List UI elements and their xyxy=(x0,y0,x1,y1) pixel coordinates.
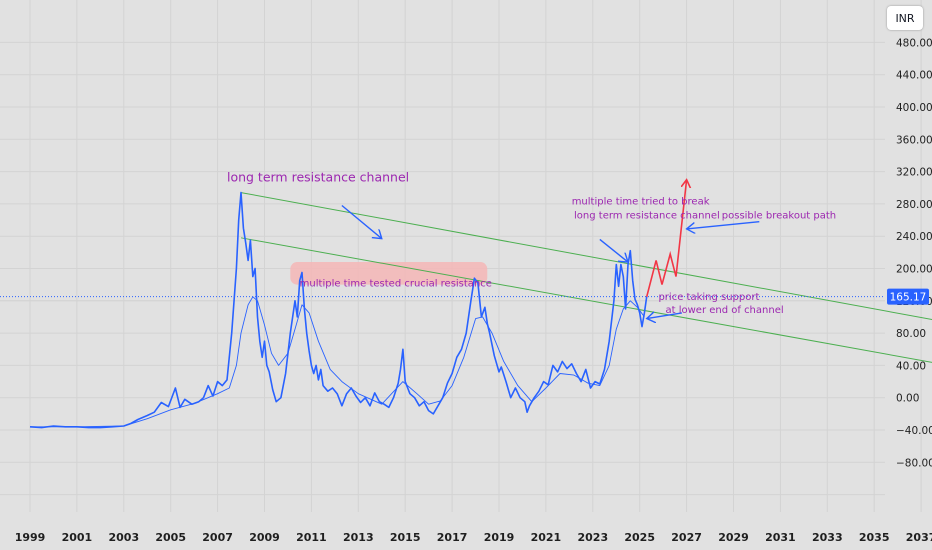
x-tick-label: 2025 xyxy=(624,531,655,544)
x-tick-label: 2007 xyxy=(202,531,233,544)
x-tick-label: 2015 xyxy=(390,531,421,544)
x-tick-label: 2023 xyxy=(577,531,608,544)
x-tick-label: 2031 xyxy=(765,531,796,544)
y-tick-label: 480.00 xyxy=(896,37,932,49)
channel-layer xyxy=(0,192,932,365)
x-tick-label: 2017 xyxy=(437,531,468,544)
annotation-arrow[interactable] xyxy=(687,220,760,229)
y-tick-label: 80.00 xyxy=(896,328,926,340)
x-tick-label: 1999 xyxy=(15,531,46,544)
x-tick-label: 2013 xyxy=(343,531,374,544)
x-tick-label: 2027 xyxy=(671,531,702,544)
currency-badge[interactable]: INR xyxy=(887,6,923,30)
y-tick-label: −40.00 xyxy=(896,425,932,437)
annotation-layer: long term resistance channel multiple tim… xyxy=(227,169,836,318)
annotation-text: multiple time tried to break xyxy=(572,197,710,208)
channel-lower-line[interactable] xyxy=(240,237,932,365)
annotation-text: possible breakout path xyxy=(722,210,836,221)
y-tick-label: 400.00 xyxy=(896,102,932,114)
x-tick-label: 2035 xyxy=(859,531,890,544)
axis-layer: 480.00 440.00 400.00 360.00 320.00 280.00 240.… xyxy=(15,37,932,544)
annotation-arrow[interactable] xyxy=(599,238,628,262)
y-tick-label: 200.00 xyxy=(896,264,932,276)
x-tick-label: 2001 xyxy=(62,531,93,544)
x-tick-label: 2019 xyxy=(484,531,515,544)
x-tick-label: 2011 xyxy=(296,531,327,544)
current-price-badge xyxy=(887,288,929,305)
x-tick-label: 2033 xyxy=(812,531,843,544)
y-tick-label: 440.00 xyxy=(896,70,932,82)
annotation-arrow[interactable] xyxy=(647,313,683,319)
y-tick-label: 320.00 xyxy=(896,167,932,179)
y-tick-label: 360.00 xyxy=(896,134,932,146)
y-tick-label: 0.00 xyxy=(896,393,919,405)
highlight-zone-layer xyxy=(290,262,488,285)
y-tick-label: 280.00 xyxy=(896,199,932,211)
current-price-label: 165.17 xyxy=(890,292,927,304)
breakout-path-arrow[interactable] xyxy=(645,180,687,298)
moving-average-line[interactable] xyxy=(30,296,645,428)
annotation-text: long term resistance channel xyxy=(574,210,720,221)
x-tick-label: 2009 xyxy=(249,531,280,544)
resistance-highlight-zone xyxy=(290,262,488,285)
channel-upper-line[interactable] xyxy=(240,192,932,322)
annotation-text: price taking support xyxy=(658,292,759,303)
grid xyxy=(0,0,922,512)
series-layer xyxy=(29,191,648,429)
annotation-text: multiple time tested crucial resistance xyxy=(300,278,492,289)
y-tick-label: 240.00 xyxy=(896,231,932,243)
y-tick-label: 40.00 xyxy=(896,360,926,372)
x-tick-label: 2003 xyxy=(108,531,139,544)
annotation-arrow[interactable] xyxy=(341,204,382,239)
price-series-line[interactable] xyxy=(29,191,648,429)
y-tick-label: −80.00 xyxy=(896,457,932,469)
x-tick-label: 2005 xyxy=(155,531,186,544)
annotation-text: at lower end of channel xyxy=(665,305,783,316)
x-tick-label: 2021 xyxy=(531,531,562,544)
x-tick-label: 2037 xyxy=(906,531,932,544)
annotation-text: long term resistance channel xyxy=(227,169,409,184)
x-tick-label: 2029 xyxy=(718,531,749,544)
